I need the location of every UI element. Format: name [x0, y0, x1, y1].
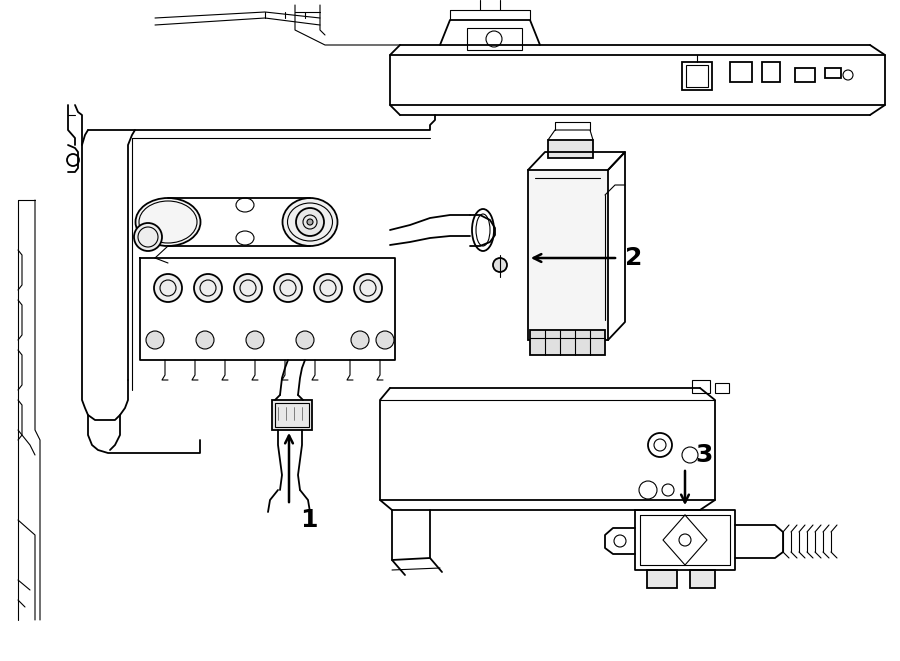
Bar [686, 65, 708, 87]
Circle shape [351, 331, 369, 349]
Bar [715, 383, 729, 393]
Ellipse shape [136, 198, 201, 246]
Text: 1: 1 [300, 508, 318, 532]
Circle shape [296, 331, 314, 349]
Bar [682, 62, 712, 90]
Bar [548, 140, 593, 158]
Bar [795, 68, 815, 82]
Bar [825, 68, 841, 78]
Circle shape [246, 331, 264, 349]
Circle shape [493, 258, 507, 272]
Circle shape [376, 331, 394, 349]
Bar [762, 62, 780, 82]
Circle shape [307, 219, 313, 225]
Ellipse shape [134, 223, 162, 251]
Circle shape [146, 331, 164, 349]
Circle shape [234, 274, 262, 302]
Bar [275, 403, 309, 427]
Circle shape [194, 274, 222, 302]
Bar [530, 330, 605, 355]
Bar [272, 400, 312, 430]
Text: 3: 3 [695, 443, 713, 467]
Circle shape [154, 274, 182, 302]
Ellipse shape [283, 198, 338, 246]
Circle shape [354, 274, 382, 302]
Text: 2: 2 [625, 246, 643, 270]
Bar [690, 570, 715, 588]
Circle shape [196, 331, 214, 349]
Bar [647, 570, 677, 588]
Bar [528, 170, 608, 340]
Bar [730, 62, 752, 82]
Bar [692, 380, 710, 393]
Circle shape [296, 208, 324, 236]
Circle shape [274, 274, 302, 302]
Circle shape [314, 274, 342, 302]
Bar [467, 28, 522, 50]
